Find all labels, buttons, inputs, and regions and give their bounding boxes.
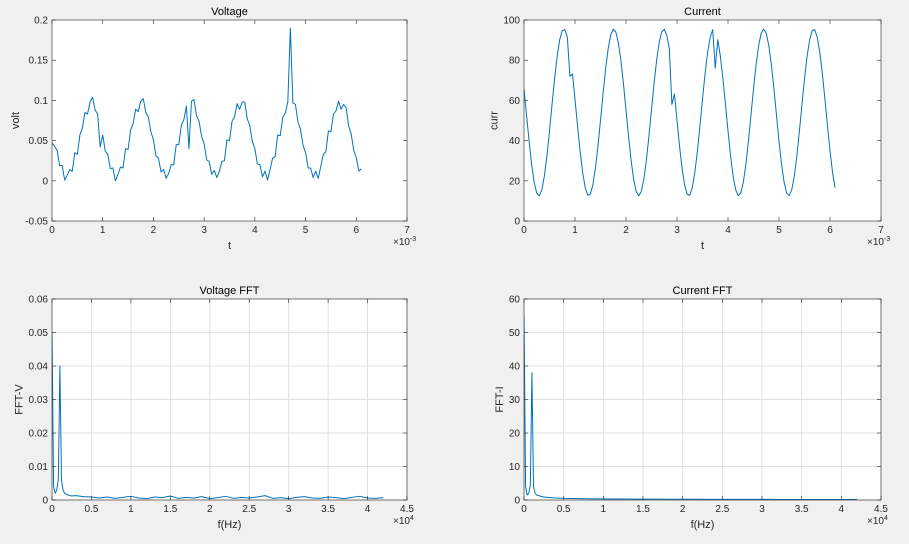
x-tick-label: 1.5 [163, 504, 177, 515]
x-tick-label: 3.5 [321, 504, 335, 515]
x-axis-label: t [701, 240, 704, 252]
x-tick-label: 5 [776, 225, 782, 236]
axes-background [52, 20, 407, 221]
x-tick-label: 0 [49, 504, 55, 515]
x-tick-label: 0.5 [84, 504, 98, 515]
x-tick-label: 2.5 [715, 504, 729, 515]
y-tick-label: 0.05 [29, 136, 49, 147]
x-tick-label: 1.5 [636, 504, 650, 515]
y-tick-label: 20 [509, 176, 521, 187]
axes-box [51, 19, 408, 222]
x-exponent: 4 [410, 515, 414, 522]
data-line [524, 28, 836, 197]
x-tick-label: 2 [207, 504, 213, 515]
plot-area [524, 315, 858, 500]
y-tick-label: 0.2 [34, 16, 48, 27]
x-axis-label: t [228, 240, 231, 252]
x-tick-label: 2 [680, 504, 686, 515]
y-tick-label: 80 [509, 56, 521, 67]
x-tick-label: 0 [521, 225, 527, 236]
x-axis-label: f(Hz) [218, 519, 242, 531]
x-tick-label: 2.5 [242, 504, 256, 515]
x-tick-label: 7 [404, 225, 410, 236]
x-tick-label: 1 [100, 225, 106, 236]
x-tick-label: 0 [49, 225, 55, 236]
x-tick-label: 3 [201, 225, 207, 236]
y-tick-label: 30 [509, 395, 521, 406]
plot-area [52, 27, 362, 182]
y-tick-label: 60 [509, 295, 521, 306]
y-tick-label: 0.15 [29, 56, 49, 67]
x-exponent: -3 [884, 236, 890, 243]
x-tick-label: 3 [286, 504, 292, 515]
y-axis-label: FFT-I [494, 386, 506, 412]
y-tick-label: 40 [509, 362, 521, 373]
x-tick-label: 4.5 [400, 504, 414, 515]
y-tick-label: 0.03 [29, 395, 49, 406]
y-tick-label: 20 [509, 429, 521, 440]
y-tick-label: 40 [509, 136, 521, 147]
x-tick-label: 7 [878, 225, 884, 236]
axes-title: Voltage [211, 6, 248, 18]
y-tick-label: 60 [509, 96, 521, 107]
data-line [52, 27, 362, 182]
x-tick-label: 4 [252, 225, 258, 236]
x-tick-label: 1 [572, 225, 578, 236]
y-axis-label: volt [10, 112, 22, 129]
data-line [52, 332, 384, 500]
y-tick-label: 0.05 [29, 328, 49, 339]
y-tick-label: 10 [509, 462, 521, 473]
plot-area [52, 332, 384, 500]
x-tick-label: 4 [839, 504, 845, 515]
y-tick-label: 0 [514, 217, 520, 228]
y-tick-label: 0.02 [29, 429, 49, 440]
x-tick-label: 4 [365, 504, 371, 515]
x-tick-label: 6 [827, 225, 833, 236]
x-multiplier: ×104 [867, 515, 888, 527]
x-tick-label: 0 [521, 504, 527, 515]
x-exponent: -3 [410, 236, 416, 243]
x-exponent: 4 [884, 515, 888, 522]
axes-title: Current FFT [673, 285, 733, 297]
x-tick-label: 0.5 [557, 504, 571, 515]
x-tick-label: 3 [674, 225, 680, 236]
axes-title: Current [684, 6, 721, 18]
axes-title: Voltage FFT [200, 285, 260, 297]
x-multiplier: ×104 [393, 515, 414, 527]
axes-background [524, 20, 881, 221]
y-tick-label: 0 [42, 176, 48, 187]
y-tick-label: 100 [503, 16, 520, 27]
y-axis-label: curr [488, 111, 500, 130]
x-tick-label: 6 [354, 225, 360, 236]
x-tick-label: 2 [623, 225, 629, 236]
axes-box [523, 19, 882, 222]
y-tick-label: 0 [514, 496, 520, 507]
y-tick-label: 0 [42, 496, 48, 507]
y-tick-label: -0.05 [25, 217, 48, 228]
x-tick-label: 4.5 [874, 504, 888, 515]
y-tick-label: 0.01 [29, 462, 49, 473]
x-tick-label: 4 [725, 225, 731, 236]
y-tick-label: 0.04 [29, 362, 49, 373]
data-line [524, 315, 858, 500]
plot-area [524, 28, 836, 197]
y-axis-label: FFT-V [14, 384, 26, 415]
x-tick-label: 2 [151, 225, 157, 236]
x-tick-label: 1 [128, 504, 134, 515]
y-tick-label: 50 [509, 328, 521, 339]
x-tick-label: 5 [303, 225, 309, 236]
x-tick-label: 3 [759, 504, 765, 515]
x-tick-label: 3.5 [795, 504, 809, 515]
x-tick-label: 1 [601, 504, 607, 515]
y-tick-label: 0.1 [34, 96, 48, 107]
y-tick-label: 0.06 [29, 295, 49, 306]
x-axis-label: f(Hz) [691, 519, 715, 531]
